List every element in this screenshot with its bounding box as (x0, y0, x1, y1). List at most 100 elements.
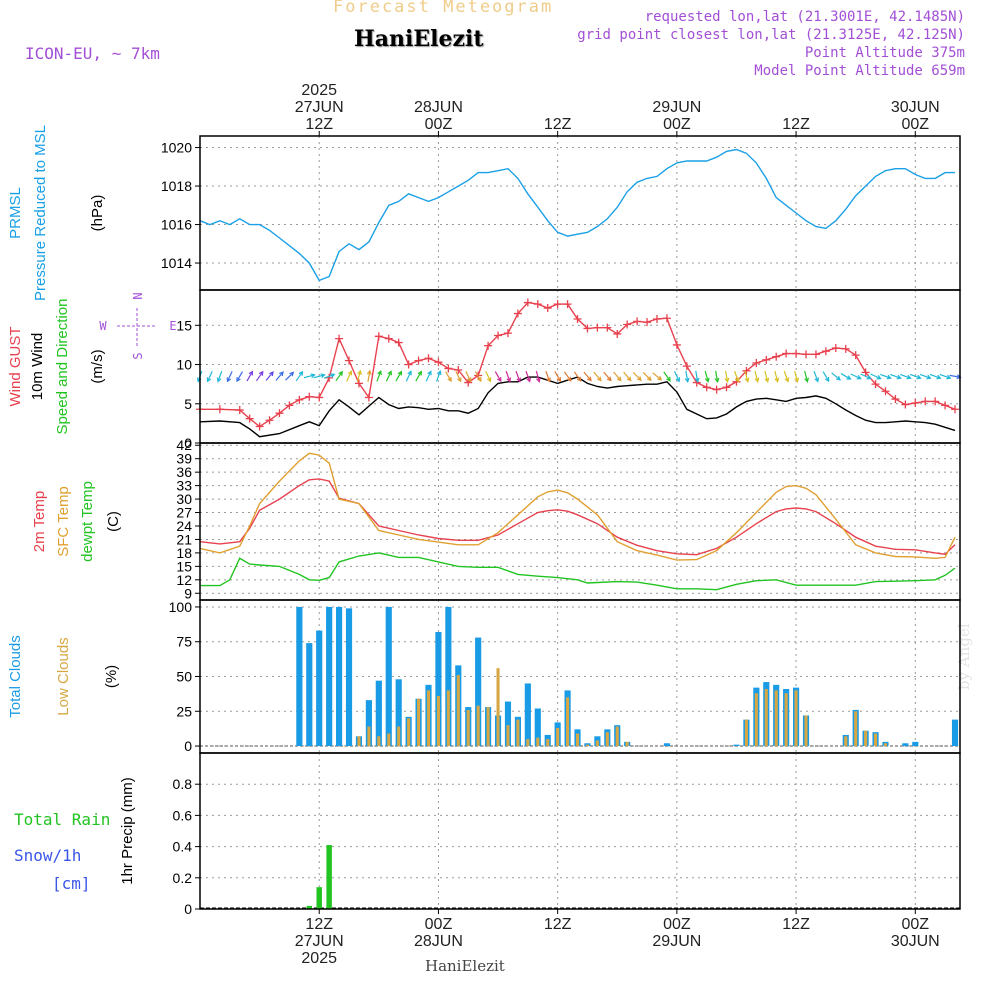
gust-marker (523, 298, 532, 307)
wind-direction-arrow (804, 370, 809, 382)
low-clouds-bar (526, 739, 530, 747)
wind-direction-arrow (207, 371, 213, 382)
low-clouds-bar (575, 733, 580, 747)
gust-marker (901, 400, 910, 409)
wind-direction-arrowhead (366, 369, 372, 375)
bottom-time-label: 30JUN (891, 933, 940, 950)
wind-direction-arrowhead (298, 370, 304, 376)
wind-direction-arrow (685, 370, 689, 382)
bottom-time-label: 2025 (301, 950, 337, 967)
total-clouds-bar (365, 700, 372, 747)
wind-direction-arrowhead (289, 371, 295, 377)
gust-marker (712, 385, 721, 394)
temperature-ytick-label: 21 (176, 531, 192, 547)
wind-direction-arrow (346, 371, 352, 382)
wind-direction-arrow (813, 370, 819, 382)
gust-marker (941, 401, 950, 410)
gust-marker (702, 383, 711, 392)
total-clouds-bar (951, 719, 959, 747)
wind-direction-arrowhead (856, 375, 862, 380)
wind-direction-arrowhead (477, 377, 482, 383)
pressure-ytick-label: 1014 (161, 255, 192, 271)
wind-direction-arrowhead (646, 376, 652, 382)
bottom-time-label: 12Z (544, 916, 572, 933)
wind-direction-arrow (525, 370, 531, 382)
gust-marker (891, 395, 900, 404)
point-altitude-label: Point Altitude 375m (804, 45, 965, 61)
gust-marker (503, 329, 512, 338)
wind-ytick-label: 5 (184, 396, 192, 412)
gust-marker (811, 350, 820, 359)
temperature-axis-label: dewpt Temp (79, 481, 96, 562)
wind-direction-arrow (455, 371, 462, 382)
gust-marker (682, 362, 691, 371)
low-clouds-bar (387, 733, 391, 747)
wind-ytick-label: 10 (176, 357, 192, 373)
wind-direction-arrowhead (427, 370, 432, 376)
wind-direction-arrow (435, 370, 441, 382)
wind-direction-arrow (335, 371, 343, 382)
low-clouds-bar (595, 740, 599, 747)
precipitation-panel: 0 0.2 0.4 0.6 0.8 Total Rain Snow/1h [cm] 1hr Pr… (14, 752, 961, 917)
wind-direction-arrow (724, 370, 729, 382)
total-clouds-bar (912, 741, 919, 747)
pressure-line-series (199, 148, 955, 282)
wind-direction-arrow (764, 370, 769, 382)
wind-direction-arrowhead (258, 370, 264, 376)
total-clouds-bar (316, 630, 323, 747)
wind-direction-arrowhead (704, 377, 710, 383)
product-title: Forecast Meteogram (333, 0, 554, 17)
wind-ytick-label: 15 (176, 317, 192, 333)
wind-direction-arrowhead (684, 377, 690, 383)
wind-direction-arrow (425, 371, 432, 382)
wind-direction-arrow (554, 371, 561, 382)
total-clouds-bar (345, 608, 353, 747)
bottom-time-label: 00Z (902, 916, 930, 933)
gust-marker (643, 318, 652, 327)
clouds-axis-label: Total Clouds (7, 635, 24, 718)
gust-marker (861, 368, 870, 377)
wind-direction-arrowhead (886, 374, 892, 380)
wind-direction-arrow (880, 373, 891, 379)
low-clouds-bar (556, 727, 560, 747)
gust-marker (384, 334, 393, 343)
low-clouds-bar (486, 707, 490, 747)
pressure-ytick-label: 1016 (161, 217, 192, 233)
low-clouds-bar (476, 705, 480, 747)
wind-direction-arrow (734, 370, 739, 382)
wind-axis-label: 10m Wind (29, 333, 46, 401)
wind-direction-arrowhead (226, 377, 232, 383)
wind-direction-arrowhead (824, 377, 830, 383)
gust-marker (275, 409, 284, 418)
compass-north-label: N (131, 292, 145, 299)
wind-direction-arrow (236, 371, 244, 382)
wind-direction-arrow (217, 370, 223, 382)
gust-marker (424, 354, 433, 363)
wind-direction-arrowhead (436, 369, 442, 376)
wind-direction-arrowhead (637, 376, 642, 382)
wind-direction-arrow (949, 374, 961, 378)
wind-direction-arrow (613, 371, 622, 381)
total-clouds-bar (504, 701, 512, 747)
rain-bar (306, 905, 313, 909)
wind-direction-arrow (356, 370, 361, 382)
wind-direction-arrowhead (906, 374, 912, 380)
low-clouds-bar (566, 697, 570, 747)
wind-direction-arrowhead (206, 377, 212, 383)
low-clouds-bar (744, 719, 748, 747)
top-time-label: 12Z (305, 116, 333, 133)
gust-marker (742, 366, 751, 375)
wind-direction-arrow (226, 371, 233, 382)
clouds-axis-label: Low Clouds (55, 637, 72, 715)
rain-bar (326, 845, 332, 909)
total-clouds-bar (306, 643, 313, 747)
gust-marker (345, 356, 354, 365)
wind-direction-arrowhead (486, 377, 492, 383)
gust-marker (255, 422, 264, 431)
total-clouds-bar (375, 680, 382, 747)
wind-direction-arrowhead (338, 370, 343, 376)
top-time-label: 12Z (782, 116, 810, 133)
low-clouds-bar (764, 689, 768, 747)
wind-direction-arrowhead (764, 377, 770, 383)
